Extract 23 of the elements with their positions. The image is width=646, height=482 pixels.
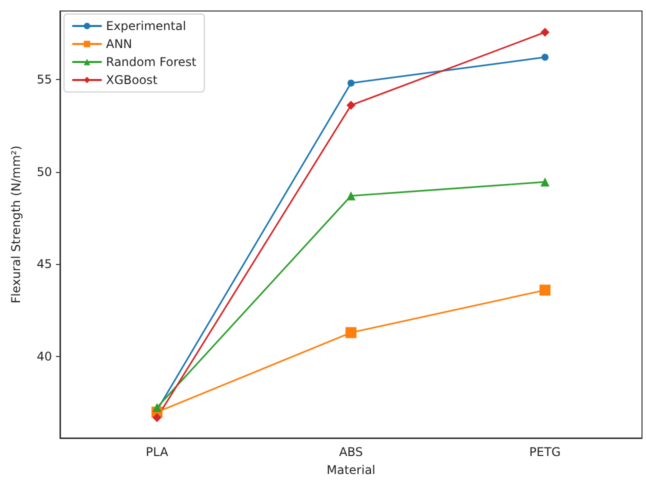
- y-tick-label: 40: [36, 350, 52, 364]
- point: [542, 54, 548, 61]
- point: [540, 177, 550, 186]
- point: [348, 80, 354, 87]
- y-tick-label: 45: [36, 257, 52, 272]
- point: [540, 284, 550, 296]
- point: [152, 413, 162, 422]
- y-tick-label: 50: [36, 164, 52, 179]
- x-tick-label: PLA: [146, 445, 169, 459]
- point: [540, 28, 550, 37]
- legend-label: Experimental: [106, 19, 186, 33]
- x-tick-label: PETG: [529, 445, 561, 459]
- x-axis-title: Material: [326, 463, 376, 477]
- legend-label: ANN: [106, 37, 132, 51]
- x-tick-label: ABS: [339, 445, 363, 459]
- point: [346, 100, 356, 110]
- point: [346, 327, 356, 338]
- y-axis-title: Flexural Strength (N/mm²): [9, 146, 23, 304]
- point: [346, 191, 356, 200]
- legend-label: XGBoost: [106, 73, 158, 87]
- legend-label: Random Forest: [106, 55, 197, 69]
- point: [152, 403, 162, 412]
- y-tick-label: 55: [36, 72, 52, 86]
